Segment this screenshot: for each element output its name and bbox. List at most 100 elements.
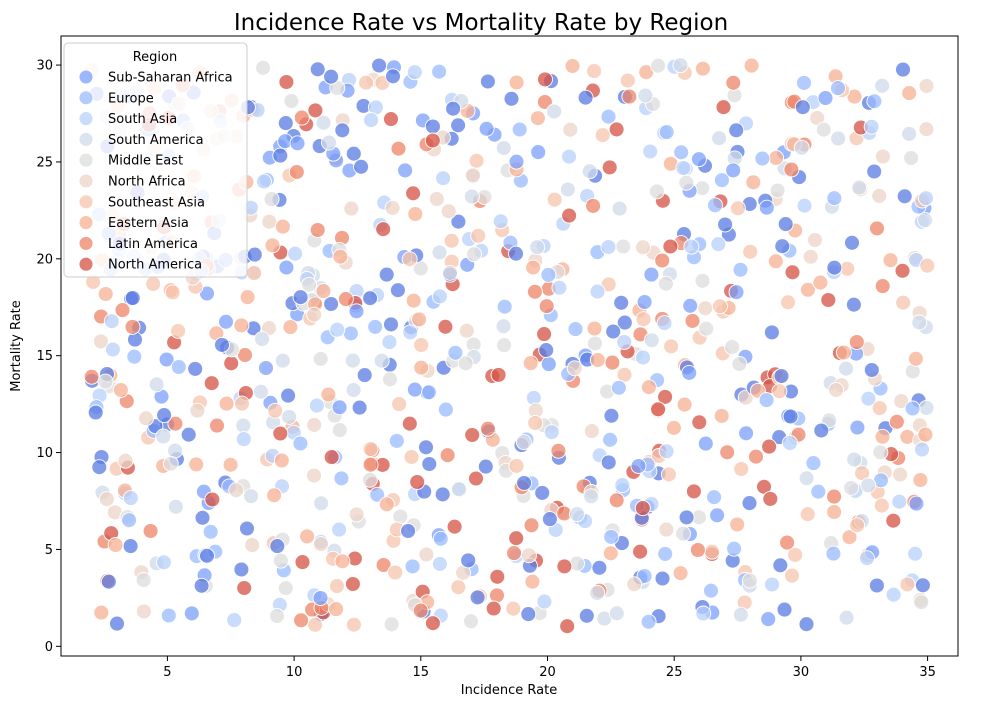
data-point <box>812 274 829 291</box>
data-point <box>424 118 441 135</box>
data-point <box>768 150 785 166</box>
data-point <box>362 456 379 473</box>
data-point <box>194 509 211 526</box>
data-point <box>287 245 304 262</box>
data-point <box>616 334 633 350</box>
data-point <box>660 466 677 483</box>
data-point <box>577 89 594 106</box>
data-point <box>406 381 423 398</box>
data-point <box>401 415 418 432</box>
data-point <box>600 276 617 293</box>
data-point <box>209 417 225 434</box>
data-point <box>235 431 252 448</box>
data-point <box>658 124 675 141</box>
data-point <box>826 259 843 276</box>
data-point <box>306 416 323 433</box>
data-point <box>293 612 310 629</box>
data-point <box>431 244 448 261</box>
data-point <box>246 265 262 282</box>
data-point <box>761 438 778 455</box>
legend: Region Sub-Saharan Africa Europe South Asi… <box>63 42 248 278</box>
data-point <box>479 73 496 90</box>
data-point <box>469 589 486 606</box>
data-point <box>763 324 780 341</box>
data-point <box>103 313 120 330</box>
data-point <box>218 395 235 412</box>
y-axis-ticks: 0 5 10 15 20 25 30 <box>36 59 61 655</box>
data-point <box>885 586 902 603</box>
data-point <box>87 404 104 421</box>
data-point <box>267 402 284 419</box>
data-point <box>769 182 786 199</box>
data-point <box>160 607 177 624</box>
data-point <box>689 542 706 558</box>
data-point <box>450 579 467 596</box>
data-point <box>358 74 375 91</box>
data-point <box>537 71 553 88</box>
data-point <box>600 454 617 471</box>
data-point <box>246 246 263 263</box>
data-point <box>269 608 285 624</box>
data-point <box>309 222 326 238</box>
data-point <box>522 355 539 372</box>
data-point <box>636 294 653 310</box>
x-tick-label: 35 <box>919 665 936 680</box>
data-point <box>863 362 880 378</box>
data-point <box>541 511 558 528</box>
data-point <box>277 580 294 597</box>
data-point <box>841 529 858 546</box>
data-point <box>412 602 429 619</box>
data-point <box>293 109 310 126</box>
data-point <box>272 147 289 164</box>
data-point <box>405 292 422 309</box>
data-point <box>654 570 671 587</box>
data-point <box>917 212 934 229</box>
data-point <box>844 234 860 251</box>
data-point <box>907 545 924 562</box>
data-point <box>843 479 860 496</box>
data-point <box>424 615 441 632</box>
data-point <box>913 594 930 611</box>
data-point <box>586 63 603 80</box>
data-point <box>148 376 165 393</box>
data-point <box>485 600 502 617</box>
data-point <box>520 606 537 623</box>
data-point <box>460 552 477 569</box>
data-point <box>863 118 880 135</box>
data-point <box>333 470 350 487</box>
data-point <box>826 504 843 520</box>
data-point <box>650 401 667 418</box>
data-point <box>307 616 324 633</box>
data-point <box>908 495 925 512</box>
data-point <box>254 331 271 348</box>
data-point <box>188 456 205 473</box>
data-point <box>781 435 798 451</box>
data-point <box>589 283 606 300</box>
data-point <box>605 323 622 340</box>
data-point <box>409 474 426 490</box>
data-point <box>418 546 435 563</box>
data-point <box>451 481 468 498</box>
legend-marker <box>78 90 94 106</box>
data-point <box>796 197 813 214</box>
legend-label: Middle East <box>108 154 183 169</box>
data-point <box>784 567 800 584</box>
data-point <box>253 383 269 400</box>
data-point <box>479 420 496 437</box>
data-point <box>489 568 506 585</box>
data-point <box>361 471 378 488</box>
data-point <box>796 74 812 91</box>
data-point <box>381 334 398 351</box>
data-point <box>180 426 197 443</box>
data-point <box>378 496 395 513</box>
data-point <box>306 306 323 323</box>
data-point <box>583 423 600 440</box>
data-point <box>464 427 481 443</box>
data-point <box>280 387 297 404</box>
data-point <box>643 332 660 349</box>
data-point <box>748 448 764 465</box>
data-point <box>725 74 742 91</box>
data-point <box>233 561 250 578</box>
data-point <box>126 348 143 365</box>
data-point <box>602 431 619 448</box>
